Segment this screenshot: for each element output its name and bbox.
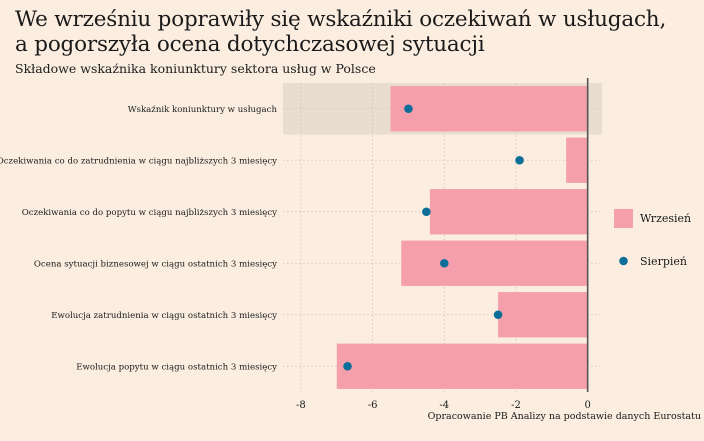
dot-1 (404, 104, 413, 114)
category-label-5: Ewolucja zatrudnienia w ciągu ostatnich … (51, 311, 277, 321)
dot-5 (493, 310, 503, 320)
dot-3 (422, 207, 431, 217)
chart-subtitle: Składowe wskaźnika koniunktury sektora u… (15, 61, 376, 76)
category-label-1: Wskaźnik koniunktury w usługach (128, 104, 278, 115)
x-tick-label-3: -4 (439, 400, 449, 411)
x-tick-label-4: -2 (511, 400, 521, 411)
legend-label-dot: Sierpień (640, 255, 687, 268)
bar-1 (390, 86, 588, 132)
category-label-3: Oczekiwania co do popytu w ciągu najbliż… (22, 208, 277, 218)
chart-title: We wrześniu poprawiły się wskaźniki ocze… (15, 7, 695, 57)
bar-3 (429, 189, 588, 235)
bar-6 (336, 343, 588, 389)
chart-title-line2: a pogorszyła ocena dotychczasowej sytuac… (15, 32, 485, 57)
category-label-2: Oczekiwania co do zatrudnienia w ciągu n… (0, 156, 277, 166)
dot-6 (343, 361, 352, 371)
legend-swatch-dot (619, 256, 628, 266)
x-tick-label-1: -8 (296, 400, 306, 411)
source-caption: Opracowanie PB Analizy na podstawie dany… (427, 411, 701, 422)
legend-swatch-bar (614, 209, 633, 228)
legend: Wrzesień Sierpień (614, 209, 691, 268)
bar-2 (566, 137, 588, 183)
category-label-6: Ewolucja popytu w ciągu ostatnich 3 mies… (76, 362, 277, 372)
legend-label-bar: Wrzesień (640, 212, 691, 225)
bar-4 (401, 240, 588, 286)
chart-title-line1: We wrześniu poprawiły się wskaźniki ocze… (15, 7, 667, 32)
bar-5 (498, 292, 588, 338)
dot-4 (439, 258, 449, 268)
x-tick-label-2: -6 (368, 400, 378, 411)
dot-2 (515, 155, 524, 165)
category-label-4: Ocena sytuacji biznesowej w ciągu ostatn… (34, 259, 277, 269)
x-tick-label-5: 0 (584, 400, 590, 411)
